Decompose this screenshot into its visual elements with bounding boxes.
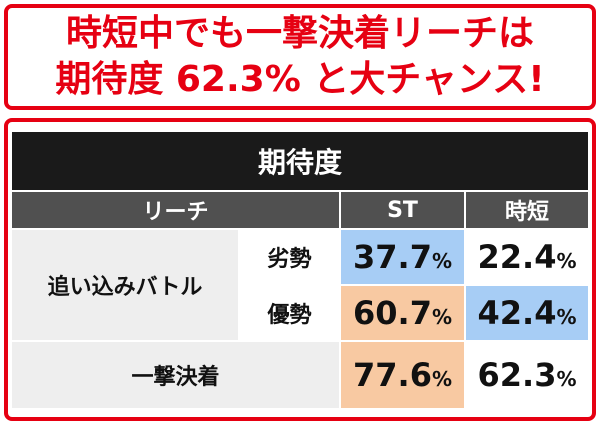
value-unit: % [431, 249, 452, 273]
group-label: 一撃決着 [12, 342, 339, 408]
value-number: 60.7 [353, 294, 432, 332]
column-header: ST [341, 192, 464, 228]
value-number: 42.4 [477, 294, 557, 332]
value-unit: % [431, 367, 452, 391]
row-label: 優勢 [240, 286, 339, 340]
value-unit: % [556, 367, 577, 391]
value-unit: % [556, 249, 577, 273]
value-number: 77.6 [353, 356, 432, 394]
value-unit: % [556, 305, 577, 329]
headline-line: 期待度 62.3% と大チャンス! [55, 59, 545, 100]
headline-box: 時短中でも一撃決着リーチは 期待度 62.3% と大チャンス! [4, 4, 596, 110]
column-header: 時短 [466, 192, 588, 228]
value-cell: 62.3% [466, 342, 588, 408]
column-header: リーチ [12, 192, 339, 228]
headline-line: 時短中でも一撃決着リーチは [65, 13, 534, 54]
value-unit: % [431, 305, 452, 329]
table-title: 期待度 [12, 132, 588, 190]
value-number: 62.3 [477, 356, 557, 394]
value-cell: 60.7% [341, 286, 464, 340]
row-label: 劣勢 [240, 230, 339, 284]
value-number: 22.4 [477, 238, 557, 276]
value-cell: 37.7% [341, 230, 464, 284]
value-number: 37.7 [353, 238, 432, 276]
group-label: 追い込みバトル [12, 230, 238, 340]
value-cell: 77.6% [341, 342, 464, 408]
value-cell: 22.4% [466, 230, 588, 284]
value-cell: 42.4% [466, 286, 588, 340]
